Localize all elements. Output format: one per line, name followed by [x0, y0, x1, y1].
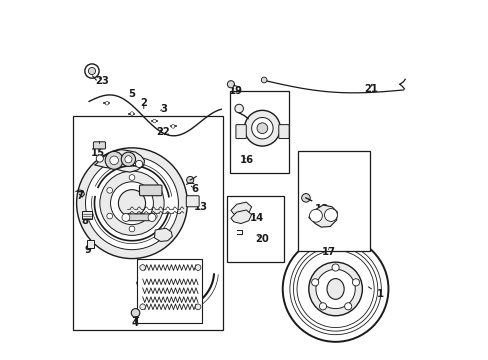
- Text: 14: 14: [249, 212, 264, 222]
- Circle shape: [261, 77, 266, 83]
- Bar: [226, 196, 283, 262]
- Circle shape: [282, 236, 387, 342]
- Circle shape: [227, 81, 234, 88]
- Circle shape: [195, 265, 201, 270]
- Circle shape: [124, 156, 132, 163]
- Polygon shape: [230, 210, 251, 224]
- Text: 2: 2: [140, 98, 147, 109]
- FancyBboxPatch shape: [235, 125, 246, 139]
- FancyBboxPatch shape: [86, 240, 94, 248]
- Circle shape: [186, 176, 193, 184]
- Text: 10: 10: [161, 284, 174, 294]
- Circle shape: [88, 67, 95, 75]
- Text: 1: 1: [367, 287, 383, 299]
- FancyBboxPatch shape: [278, 125, 288, 139]
- Circle shape: [324, 208, 337, 221]
- Text: 21: 21: [364, 84, 378, 94]
- Circle shape: [331, 264, 339, 271]
- Bar: [230, 91, 288, 173]
- Circle shape: [130, 112, 134, 115]
- Text: 18: 18: [315, 204, 329, 214]
- Circle shape: [195, 304, 201, 310]
- Text: 9: 9: [84, 245, 91, 255]
- Text: 16: 16: [240, 156, 254, 165]
- Polygon shape: [94, 150, 144, 172]
- Circle shape: [129, 175, 135, 180]
- Circle shape: [77, 148, 187, 258]
- Text: 7: 7: [76, 191, 83, 201]
- Circle shape: [152, 119, 156, 123]
- Bar: [137, 258, 201, 323]
- Circle shape: [84, 64, 99, 78]
- Circle shape: [110, 156, 118, 165]
- Text: 19: 19: [228, 86, 243, 96]
- Circle shape: [309, 209, 322, 222]
- Ellipse shape: [326, 279, 344, 299]
- Bar: [73, 116, 223, 330]
- Text: 4: 4: [132, 318, 139, 328]
- Text: 20: 20: [254, 234, 268, 244]
- Circle shape: [151, 188, 157, 193]
- Circle shape: [118, 190, 145, 217]
- Circle shape: [315, 269, 354, 309]
- Circle shape: [257, 123, 267, 134]
- Circle shape: [105, 152, 123, 169]
- Circle shape: [106, 213, 112, 219]
- Circle shape: [148, 213, 156, 221]
- Circle shape: [105, 102, 108, 105]
- Text: 17: 17: [321, 247, 335, 257]
- Text: 15: 15: [91, 148, 105, 158]
- Circle shape: [244, 111, 280, 146]
- Circle shape: [251, 117, 272, 139]
- Circle shape: [121, 152, 135, 166]
- Polygon shape: [308, 205, 337, 227]
- Circle shape: [85, 157, 178, 249]
- Circle shape: [140, 265, 145, 270]
- Polygon shape: [230, 202, 251, 216]
- Circle shape: [352, 279, 359, 286]
- Circle shape: [96, 155, 103, 162]
- Circle shape: [131, 309, 140, 317]
- Circle shape: [171, 125, 175, 128]
- Circle shape: [106, 188, 112, 193]
- Text: 11: 11: [162, 311, 176, 321]
- Circle shape: [234, 104, 243, 113]
- Circle shape: [344, 303, 351, 310]
- Text: 6: 6: [191, 184, 198, 194]
- FancyBboxPatch shape: [82, 211, 92, 219]
- Circle shape: [311, 279, 318, 286]
- Bar: [298, 152, 369, 251]
- Circle shape: [308, 262, 362, 316]
- FancyBboxPatch shape: [186, 196, 199, 207]
- Polygon shape: [154, 228, 172, 242]
- Circle shape: [129, 226, 135, 232]
- FancyBboxPatch shape: [124, 214, 154, 221]
- FancyBboxPatch shape: [139, 185, 162, 196]
- FancyBboxPatch shape: [93, 142, 105, 149]
- Circle shape: [100, 171, 164, 235]
- Text: 12: 12: [134, 311, 147, 321]
- Circle shape: [301, 194, 309, 202]
- Text: 3: 3: [160, 104, 167, 113]
- Text: 5: 5: [128, 89, 135, 99]
- Text: 23: 23: [95, 76, 109, 86]
- Circle shape: [140, 304, 145, 310]
- Circle shape: [122, 213, 130, 221]
- Circle shape: [135, 160, 142, 167]
- Circle shape: [319, 303, 326, 310]
- Circle shape: [110, 182, 153, 225]
- Text: 22: 22: [156, 127, 170, 138]
- Circle shape: [151, 213, 157, 219]
- Text: 8: 8: [81, 216, 88, 226]
- Text: 13: 13: [194, 202, 207, 212]
